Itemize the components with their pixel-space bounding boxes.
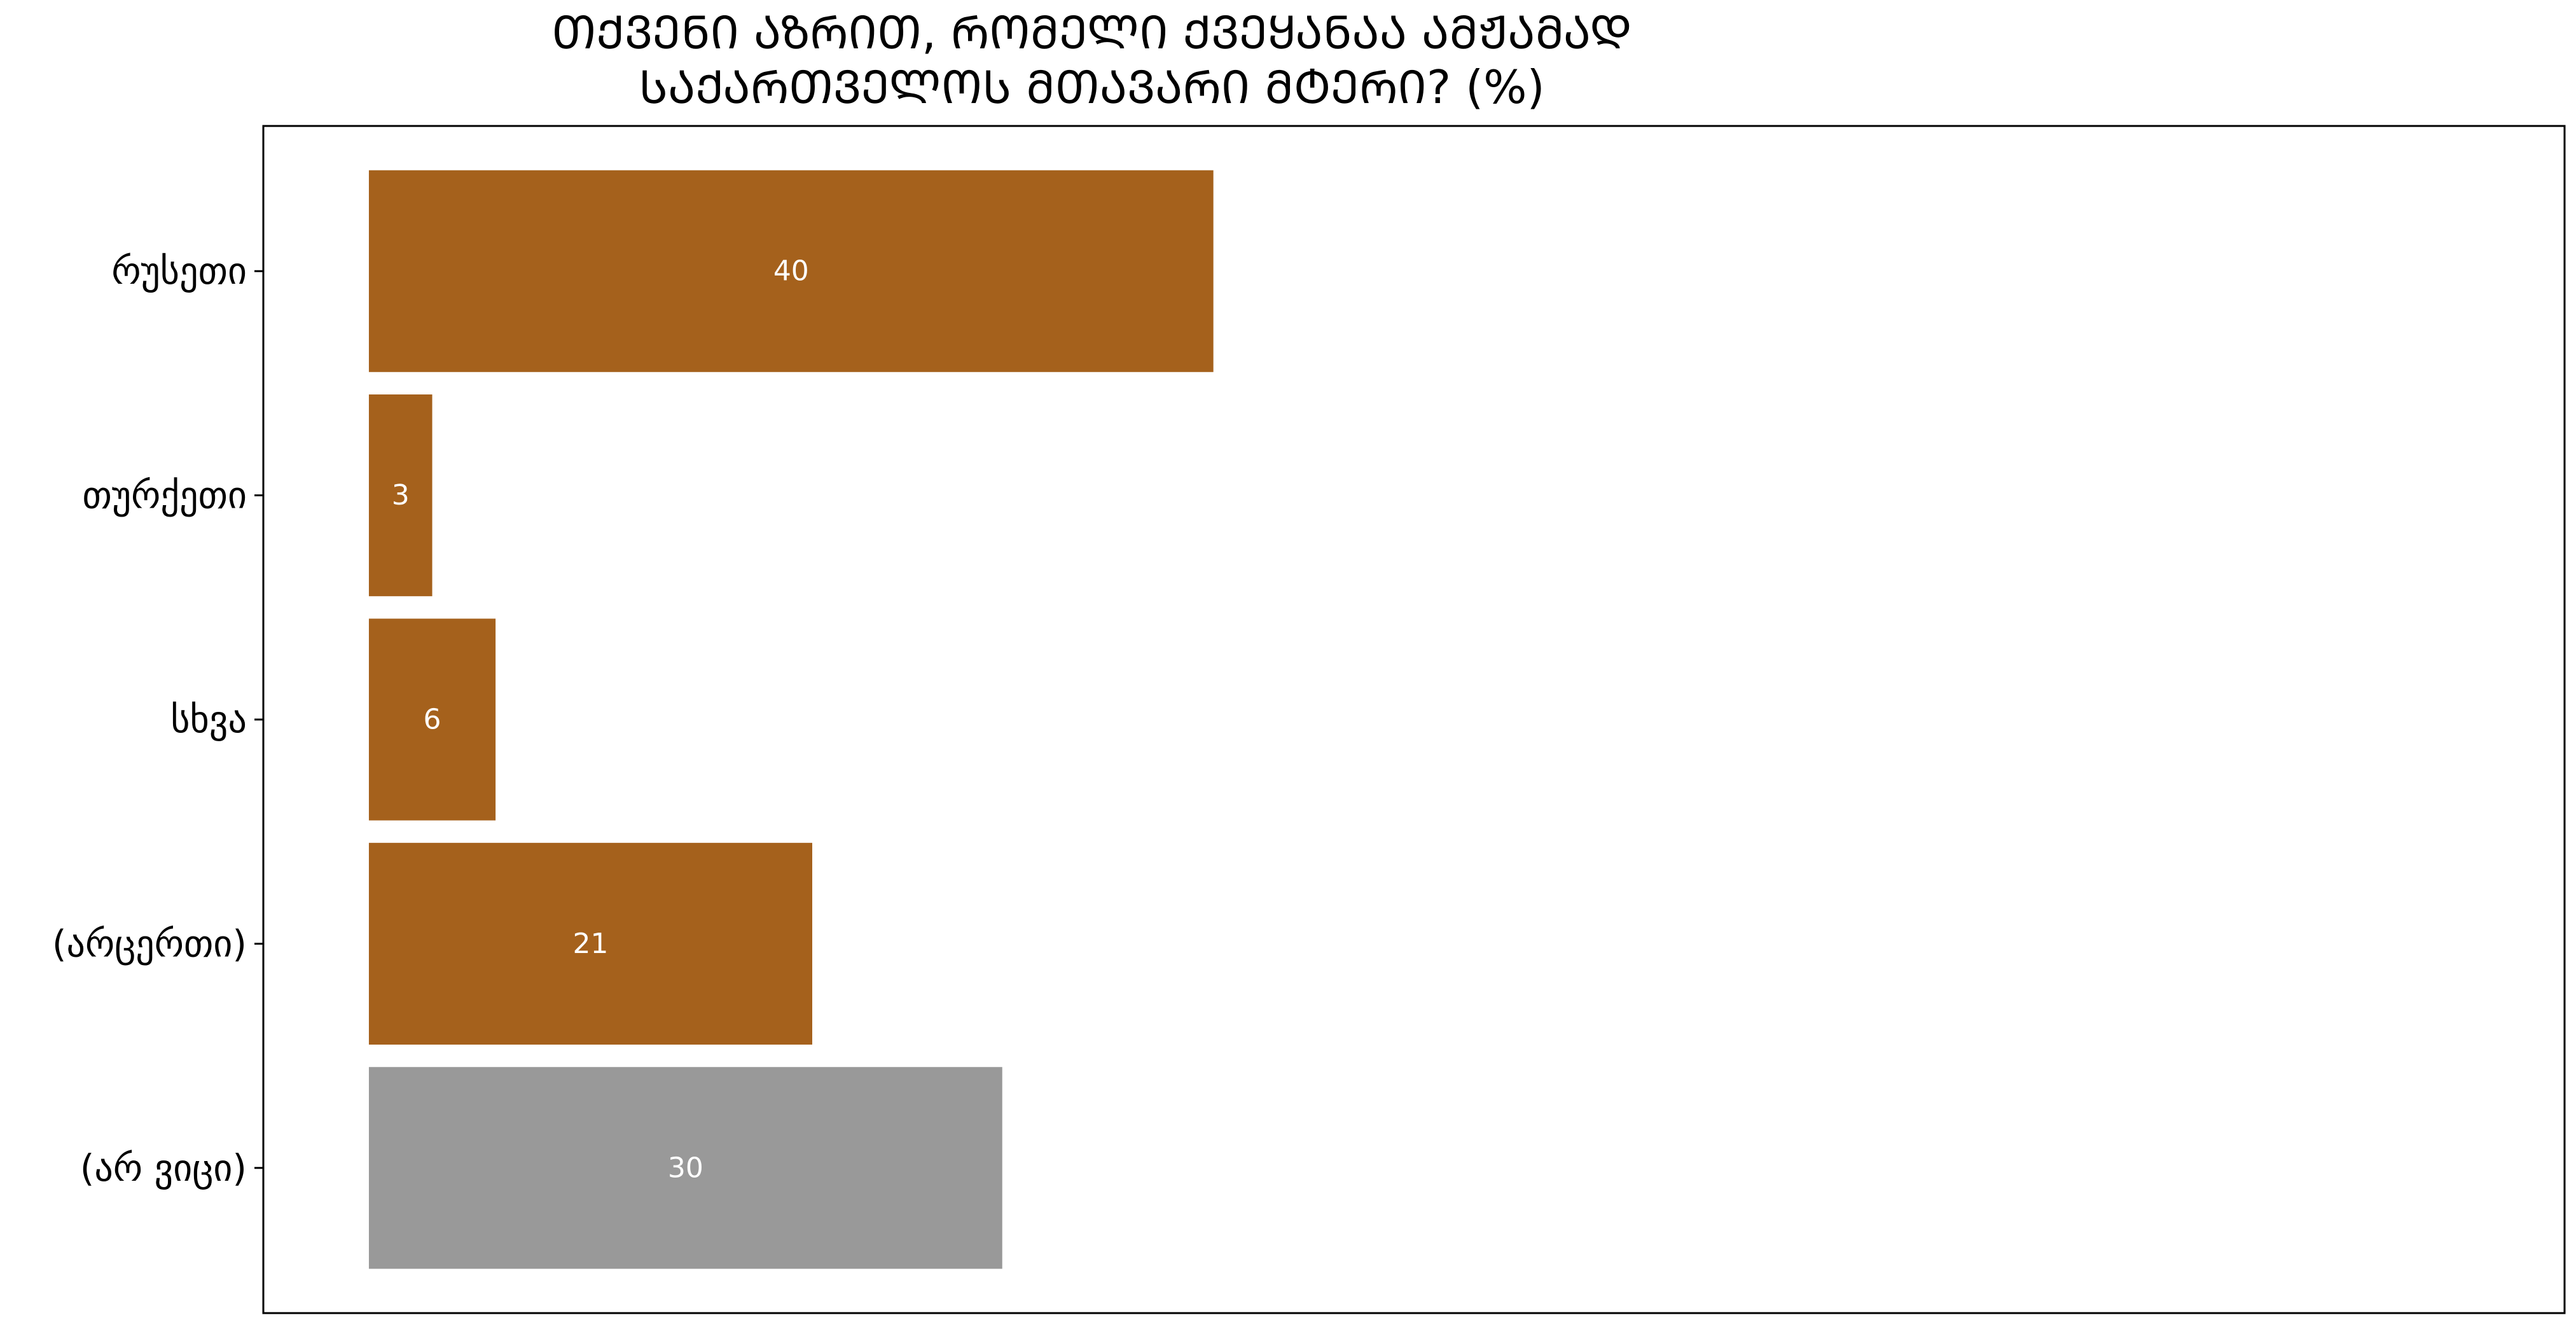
- bar-value-label-0: 40: [773, 255, 809, 288]
- bar-2: [368, 618, 496, 821]
- chart-title-line-2: ᲡᲐᲥᲐᲠᲗᲕᲔᲚᲝᲡ ᲛᲗᲐᲕᲐᲠᲘ ᲛᲢᲔᲠᲘ? (%): [639, 60, 1545, 114]
- chart-title-line-1: ᲗᲥᲕᲔᲜᲘ ᲐᲖᲠᲘᲗ, ᲠᲝᲛᲔᲚᲘ ᲥᲕᲔᲧᲐᲜᲐᲐ ᲐᲛᲟᲐᲛᲐᲓ: [551, 6, 1632, 59]
- y-tick-label-3: (არცერთი): [52, 922, 247, 965]
- bar-value-label-3: 21: [572, 928, 608, 960]
- bar-4: [368, 1067, 1002, 1269]
- y-tick-label-1: თურქეთი: [82, 474, 247, 517]
- y-tick-label-4: (არ ვიცი): [80, 1146, 247, 1190]
- y-tick-label-0: რუსეთი: [111, 249, 247, 293]
- bar-value-label-1: 3: [392, 479, 410, 511]
- bars-layer: 40 რუსეთი 3 თურქეთი 6 სხვა 21 (არცერთი) 30 (არ ვი…: [52, 170, 1214, 1269]
- bar-value-label-2: 6: [424, 704, 441, 736]
- bar-1: [368, 394, 433, 597]
- bar-value-label-4: 30: [668, 1152, 703, 1184]
- y-tick-label-2: სხვა: [170, 698, 247, 741]
- bar-0: [368, 170, 1214, 372]
- chart-title: ᲗᲥᲕᲔᲜᲘ ᲐᲖᲠᲘᲗ, ᲠᲝᲛᲔᲚᲘ ᲥᲕᲔᲧᲐᲜᲐᲐ ᲐᲛᲟᲐᲛᲐᲓ ᲡᲐ…: [0, 0, 2184, 115]
- bar-3: [368, 842, 813, 1045]
